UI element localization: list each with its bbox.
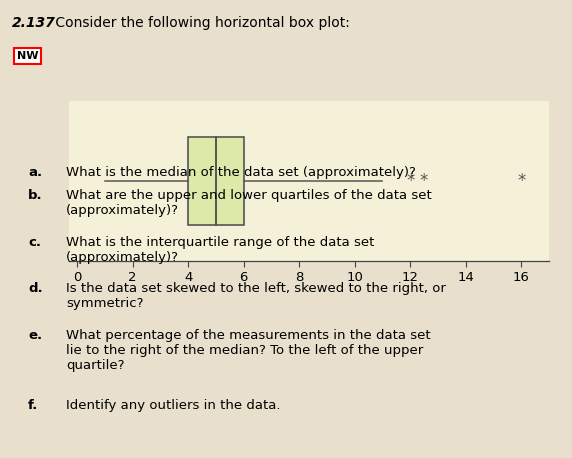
Text: What are the upper and lower quartiles of the data set
(approximately)?: What are the upper and lower quartiles o… [66,189,432,217]
Text: *: * [420,172,428,190]
Text: What is the median of the data set (approximately)?: What is the median of the data set (appr… [66,166,416,179]
Text: c.: c. [28,236,41,249]
Text: Consider the following horizontal box plot:: Consider the following horizontal box pl… [51,16,350,30]
Text: 2.137: 2.137 [11,16,55,30]
Text: a.: a. [28,166,42,179]
Text: d.: d. [28,283,42,295]
Text: *: * [517,172,526,190]
Text: NW: NW [17,51,38,61]
Text: What percentage of the measurements in the data set
lie to the right of the medi: What percentage of the measurements in t… [66,329,431,372]
Text: *: * [406,172,415,190]
Text: What is the interquartile range of the data set
(approximately)?: What is the interquartile range of the d… [66,236,375,264]
Text: Identify any outliers in the data.: Identify any outliers in the data. [66,399,281,412]
Text: e.: e. [28,329,42,342]
Text: b.: b. [28,189,42,202]
Text: Is the data set skewed to the left, skewed to the right, or
symmetric?: Is the data set skewed to the left, skew… [66,283,446,311]
Bar [188,137,244,225]
Text: f.: f. [28,399,38,412]
